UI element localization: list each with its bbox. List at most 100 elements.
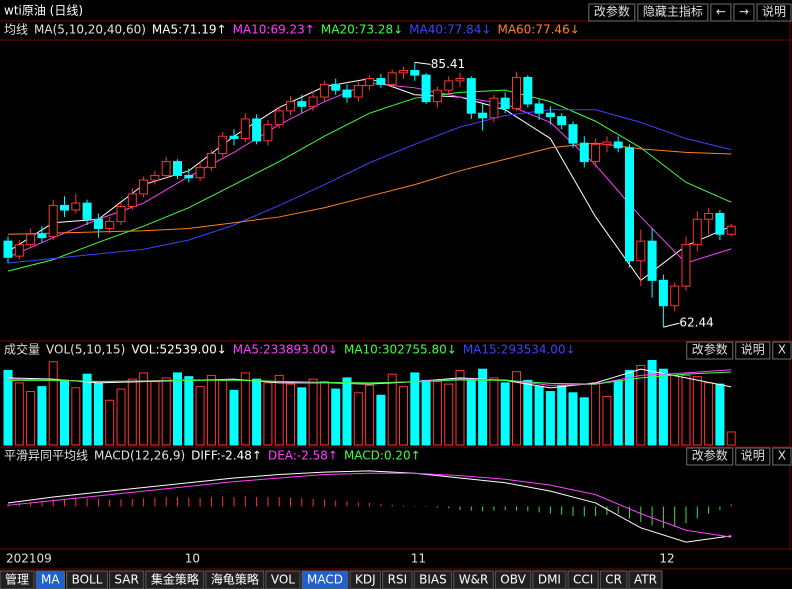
tab[interactable] [453, 570, 494, 589]
volume-bar [48, 361, 58, 446]
tab[interactable] [66, 570, 108, 589]
tab-label[interactable]: OBV [500, 573, 526, 587]
button[interactable] [637, 3, 709, 22]
volume-bar [37, 386, 47, 446]
tab-label[interactable]: 海龟策略 [211, 572, 259, 587]
volume-bar [252, 378, 262, 446]
tab-label[interactable]: BOLL [72, 573, 103, 587]
legend-text: 均线 [4, 23, 28, 37]
volume-bar [218, 379, 228, 446]
volume-bar [658, 368, 668, 446]
tab-label[interactable]: VOL [271, 573, 295, 587]
volume-bar [240, 372, 250, 446]
tab-label[interactable]: BIAS [419, 573, 447, 587]
annotation-leader [663, 322, 680, 328]
window-title: wti原油 (日线) [4, 4, 83, 18]
tab-label[interactable]: W&R [459, 573, 489, 587]
tab-label[interactable]: RSI [388, 573, 408, 587]
button[interactable] [735, 447, 771, 466]
volume-bar [14, 382, 24, 446]
candle-body [353, 85, 363, 98]
button-label[interactable]: X [778, 343, 786, 357]
volume-bar [466, 378, 476, 446]
candle-body [591, 143, 601, 163]
button-label[interactable]: → [739, 5, 749, 19]
candle-body [60, 204, 69, 211]
button[interactable] [686, 341, 734, 360]
candle-body [240, 118, 250, 140]
candle-body [500, 97, 510, 110]
tab[interactable] [494, 570, 532, 589]
button-label[interactable]: 说明 [762, 4, 786, 19]
button[interactable] [772, 447, 792, 466]
tab-label[interactable]: DMI [538, 573, 561, 587]
candle-body [173, 161, 182, 176]
legend-text: DIFF:-2.48↑ [191, 449, 262, 463]
tab-label[interactable]: SAR [114, 573, 138, 587]
button[interactable] [735, 341, 771, 360]
candle-body [184, 174, 194, 179]
tab[interactable] [0, 570, 35, 589]
tab[interactable] [413, 570, 453, 589]
candle-body [229, 135, 239, 140]
button-label[interactable]: 隐藏主指标 [643, 4, 703, 19]
legend-text: MA60:77.46↓ [497, 23, 579, 37]
button-label[interactable]: 改参数 [692, 448, 728, 463]
tab[interactable] [628, 570, 663, 589]
volume-bar [647, 359, 657, 446]
button-label[interactable]: 改参数 [594, 4, 630, 19]
volume-bar [274, 374, 284, 446]
button-label[interactable]: ← [716, 5, 726, 19]
annotation-leader [414, 61, 431, 65]
button-label[interactable]: 说明 [741, 448, 765, 463]
candle-body [658, 279, 668, 307]
volume-bar [545, 391, 555, 446]
candle-body [670, 285, 680, 307]
tab[interactable] [35, 570, 66, 589]
tab[interactable] [349, 570, 382, 589]
tab-label[interactable]: MACD [307, 573, 343, 587]
button-label[interactable]: 改参数 [692, 342, 728, 357]
tab[interactable] [205, 570, 265, 589]
button[interactable] [772, 341, 792, 360]
tab-label[interactable]: 管理 [5, 572, 29, 587]
tab-label[interactable]: 集金策略 [151, 572, 199, 587]
legend-text: DEA:-2.58↑ [268, 449, 338, 463]
tab-label[interactable]: KDJ [355, 573, 376, 587]
volume-bar [308, 378, 318, 446]
tab[interactable] [532, 570, 567, 589]
button[interactable] [756, 3, 792, 22]
tab[interactable] [301, 570, 349, 589]
button[interactable] [733, 3, 755, 22]
volume-bar [297, 387, 307, 446]
volume-bar [3, 369, 13, 446]
tab[interactable] [265, 570, 301, 589]
tab[interactable] [599, 570, 628, 589]
volume-bar [613, 379, 623, 446]
button[interactable] [686, 447, 734, 466]
button-label[interactable]: 说明 [741, 342, 765, 357]
button[interactable] [710, 3, 732, 22]
button[interactable] [588, 3, 636, 22]
tab[interactable] [145, 570, 205, 589]
tab[interactable] [108, 570, 145, 589]
candle-body [48, 204, 58, 238]
tab[interactable] [567, 570, 599, 589]
tab-label[interactable]: CCI [573, 573, 593, 587]
candle-body [37, 233, 47, 239]
candle-body [523, 76, 533, 105]
candle-body [704, 212, 714, 220]
candle-body [365, 78, 375, 87]
tab-label[interactable]: CR [605, 573, 622, 587]
tab[interactable] [382, 570, 413, 589]
tab-label[interactable]: ATR [634, 573, 657, 587]
legend-text: MA5:71.19↑ [152, 23, 227, 37]
volume-bar [206, 374, 216, 446]
legend-text: MA40:77.84↓ [409, 23, 491, 37]
legend-text: MA15:293534.00↓ [463, 343, 576, 357]
legend-text: VOL(5,10,15) [46, 343, 125, 357]
tab-label[interactable]: MA [41, 573, 60, 587]
volume-bar [534, 386, 544, 446]
candle-body [82, 202, 92, 220]
button-label[interactable]: X [778, 449, 786, 463]
